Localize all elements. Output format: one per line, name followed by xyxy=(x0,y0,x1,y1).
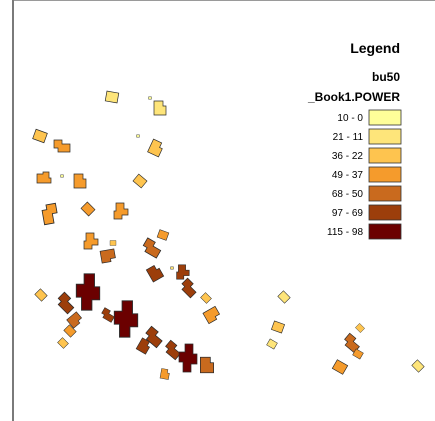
building-footprint[interactable] xyxy=(99,248,116,264)
legend: Legend bu50 _Book1.POWER 10 - 0 21 - 11 36… xyxy=(307,40,402,240)
building-footprint[interactable] xyxy=(277,290,291,304)
legend-classes: 10 - 0 21 - 11 36 - 22 49 - 37 68 - 50 97 - 6… xyxy=(327,109,402,240)
building-footprint[interactable] xyxy=(135,337,152,355)
building-footprint[interactable] xyxy=(202,305,221,325)
building-footprint[interactable] xyxy=(200,292,212,304)
legend-class-swatch xyxy=(368,166,402,183)
building-footprint[interactable] xyxy=(109,240,117,246)
legend-class-swatch xyxy=(368,109,402,126)
building-footprint[interactable] xyxy=(355,323,365,333)
building-footprint[interactable] xyxy=(143,325,165,349)
building-footprint[interactable] xyxy=(148,96,152,100)
legend-class-swatch xyxy=(368,185,402,202)
building-footprint[interactable] xyxy=(36,171,52,184)
legend-class-label: 21 - 11 xyxy=(333,132,364,143)
map-border-left xyxy=(12,0,14,421)
legend-class-label: 49 - 37 xyxy=(332,170,364,181)
legend-class-label: 10 - 0 xyxy=(337,113,363,124)
building-footprint[interactable] xyxy=(75,273,101,311)
building-footprint[interactable] xyxy=(66,311,84,329)
legend-field-name: _Book1.POWER xyxy=(307,90,400,104)
building-footprint[interactable] xyxy=(170,266,174,270)
legend-class-label: 36 - 22 xyxy=(332,151,364,162)
building-footprint[interactable] xyxy=(153,100,167,116)
building-footprint[interactable] xyxy=(32,128,48,144)
building-footprint[interactable] xyxy=(147,138,165,158)
building-footprint[interactable] xyxy=(200,356,214,374)
building-footprint[interactable] xyxy=(57,337,69,349)
building-footprint[interactable] xyxy=(163,339,183,361)
building-footprint[interactable] xyxy=(41,202,59,226)
building-footprint[interactable] xyxy=(141,237,163,259)
legend-class-swatch xyxy=(368,223,402,240)
building-footprint[interactable] xyxy=(331,359,349,375)
legend-class-swatch xyxy=(368,147,402,164)
building-footprint[interactable] xyxy=(113,202,129,220)
building-footprint[interactable] xyxy=(411,359,425,373)
map-border-top xyxy=(12,0,435,1)
building-footprint[interactable] xyxy=(352,348,364,360)
building-footprint[interactable] xyxy=(100,307,116,323)
building-footprint[interactable] xyxy=(270,320,286,334)
building-footprint[interactable] xyxy=(63,324,77,338)
building-footprint[interactable] xyxy=(159,368,170,380)
building-footprint[interactable] xyxy=(136,134,140,138)
building-footprint[interactable] xyxy=(156,229,170,241)
building-footprint[interactable] xyxy=(113,300,139,338)
building-footprint[interactable] xyxy=(80,201,96,217)
building-footprint[interactable] xyxy=(178,343,198,373)
building-footprint[interactable] xyxy=(132,173,148,189)
building-footprint[interactable] xyxy=(60,174,64,178)
building-footprint[interactable] xyxy=(83,232,99,250)
legend-class-swatch xyxy=(368,128,402,145)
building-footprint[interactable] xyxy=(176,264,190,280)
building-footprint[interactable] xyxy=(266,338,278,350)
buildings-layer xyxy=(32,90,425,380)
building-footprint[interactable] xyxy=(73,173,87,189)
legend-class-swatch xyxy=(368,204,402,221)
legend-class-label: 97 - 69 xyxy=(332,208,364,219)
legend-class-label: 68 - 50 xyxy=(332,189,364,200)
legend-class-label: 115 - 98 xyxy=(327,227,363,238)
building-footprint[interactable] xyxy=(104,90,120,104)
building-footprint[interactable] xyxy=(34,288,48,302)
legend-title: Legend xyxy=(350,40,400,56)
building-footprint[interactable] xyxy=(342,332,362,354)
building-footprint[interactable] xyxy=(55,291,77,315)
building-footprint[interactable] xyxy=(145,264,165,283)
building-footprint[interactable] xyxy=(53,139,71,153)
building-footprint[interactable] xyxy=(179,277,199,299)
legend-layer-name: bu50 xyxy=(372,70,400,84)
